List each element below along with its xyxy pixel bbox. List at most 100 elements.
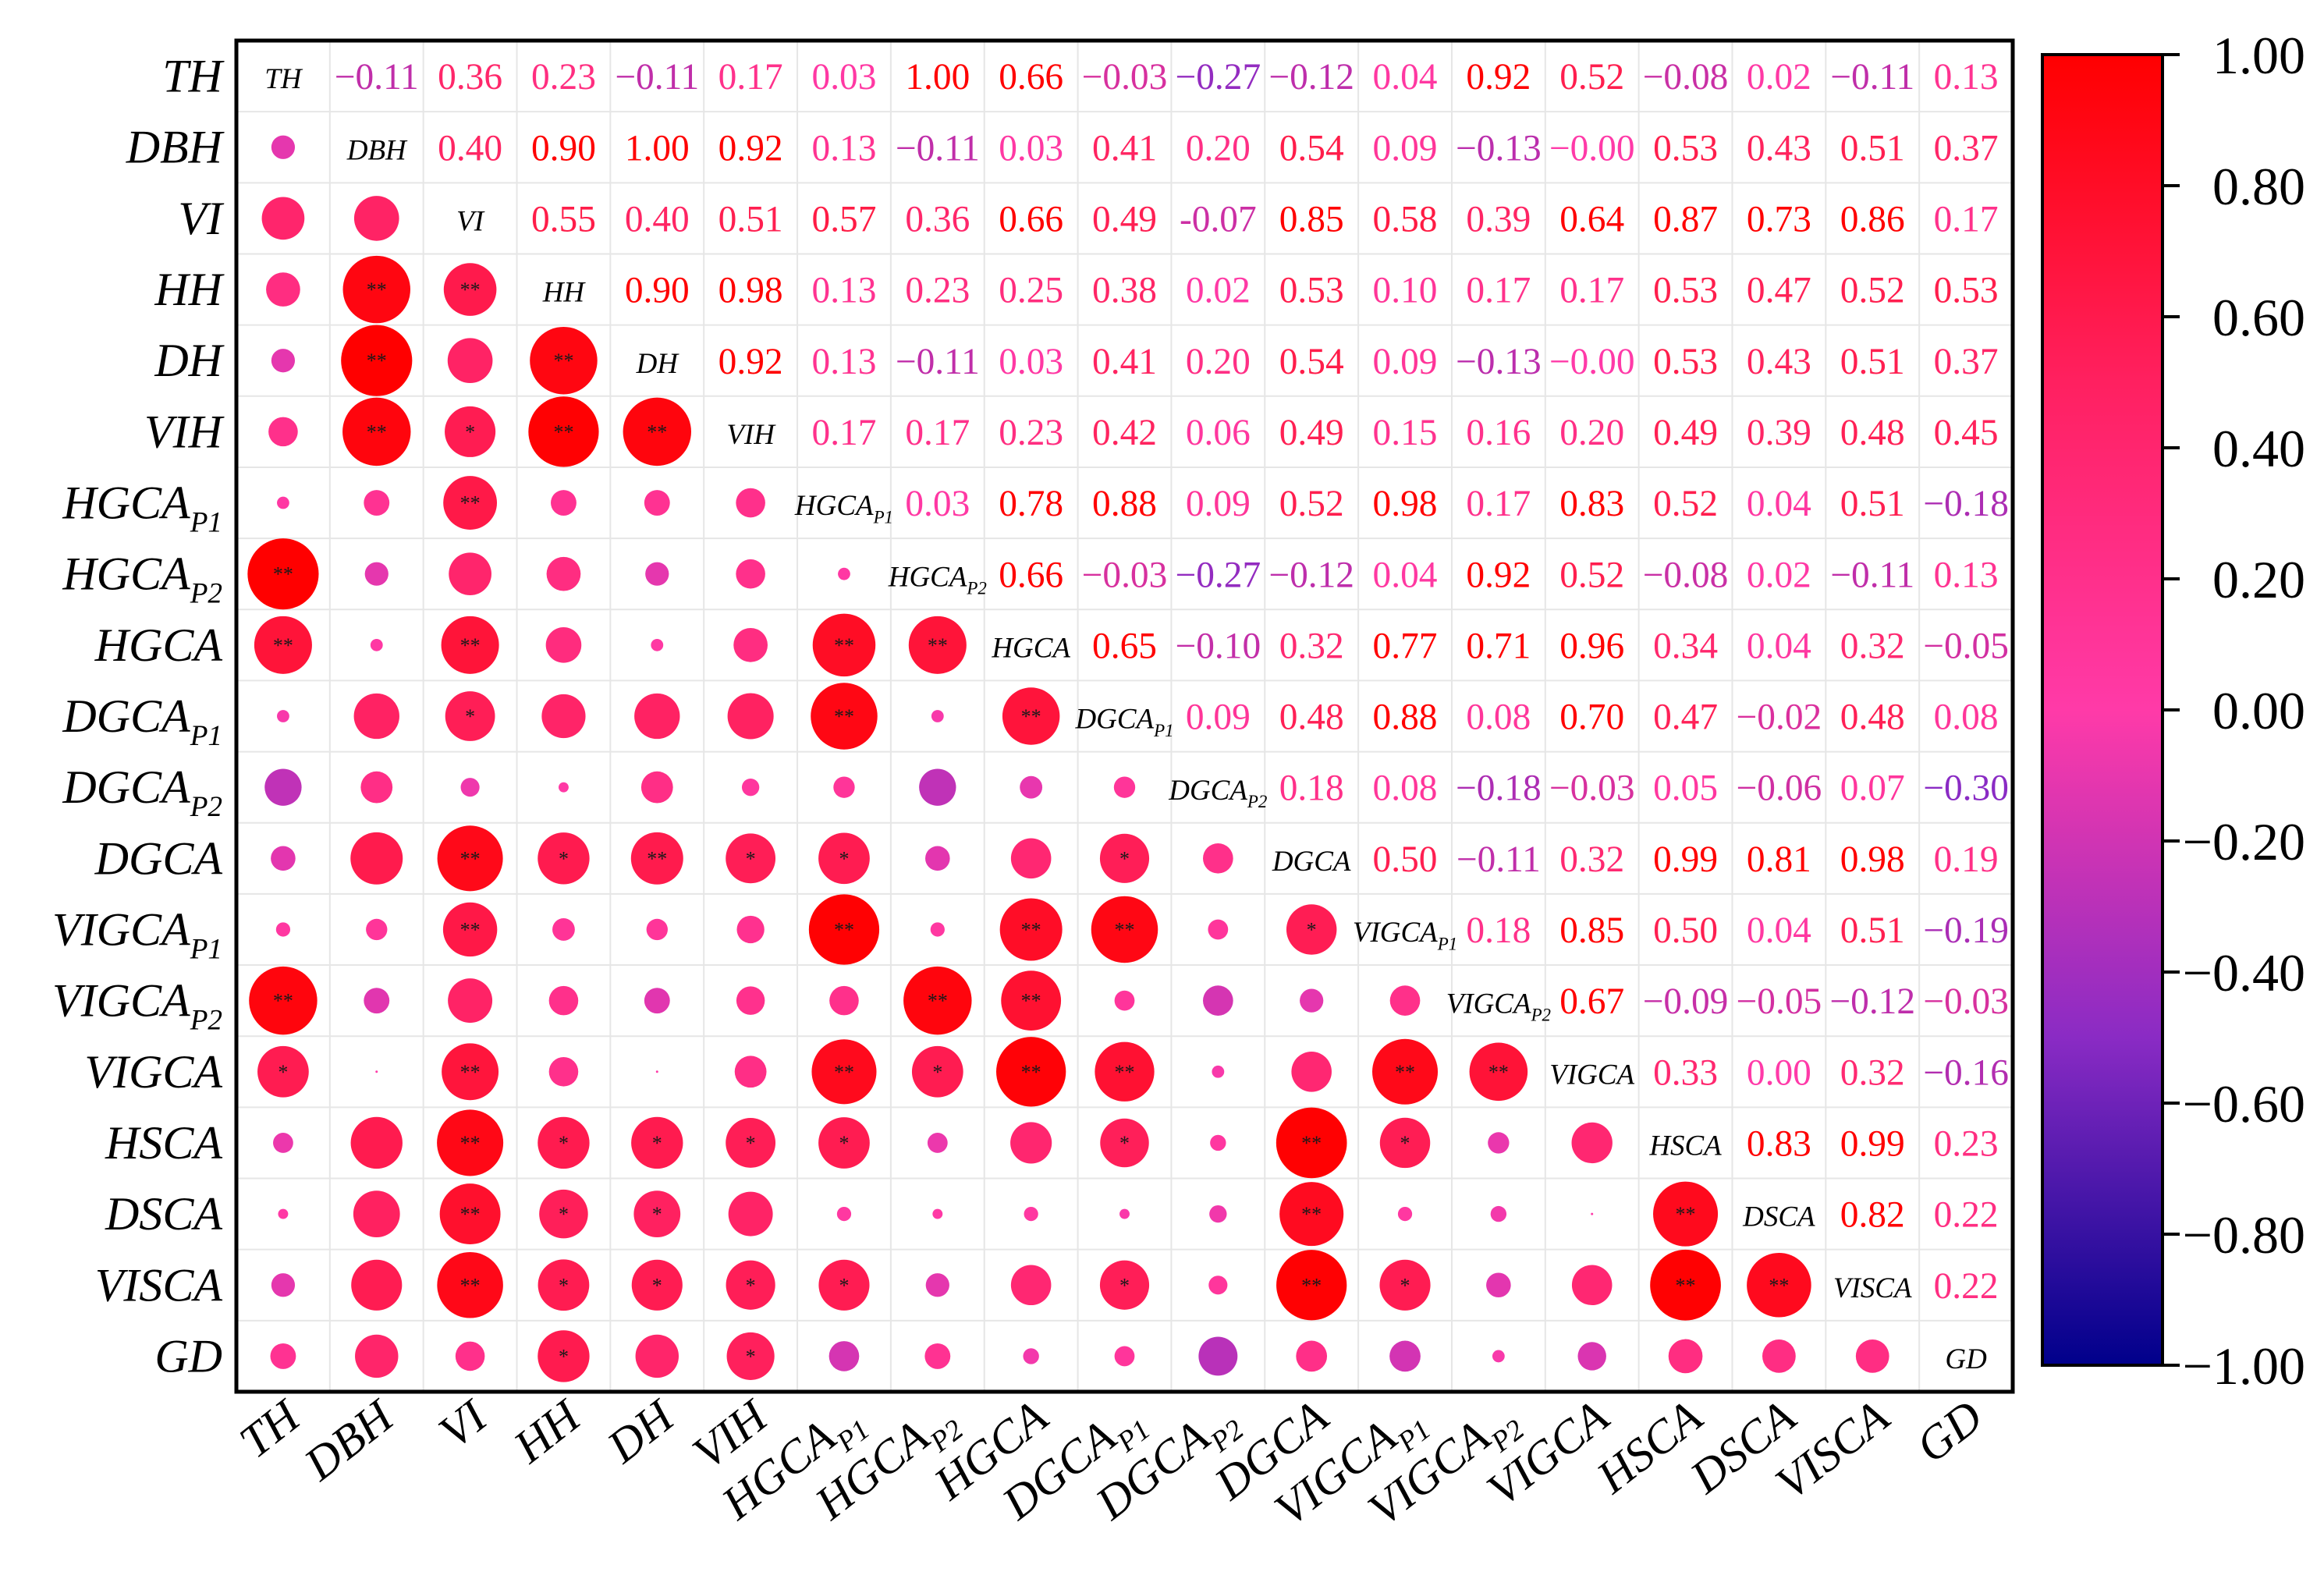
correlation-value: −0.06 <box>1737 768 1822 809</box>
correlation-value: 0.19 <box>1934 839 1999 880</box>
correlation-circle <box>1291 1052 1332 1092</box>
significance-marker: ** <box>1115 918 1135 941</box>
correlation-circle <box>736 915 765 944</box>
significance-marker: * <box>559 847 569 870</box>
correlation-circle <box>448 978 493 1024</box>
correlation-circle <box>1296 1340 1328 1372</box>
y-axis-label: HGCAP2 <box>62 548 222 610</box>
correlation-circle <box>1113 776 1136 798</box>
diagonal-label: GD <box>1945 1343 1987 1375</box>
correlation-value: 0.77 <box>1373 626 1438 666</box>
significance-marker: ** <box>1021 705 1041 728</box>
correlation-value: 0.09 <box>1373 128 1438 169</box>
correlation-circle <box>838 567 850 580</box>
correlation-value: 0.10 <box>1373 271 1438 311</box>
significance-marker: ** <box>553 420 573 443</box>
correlation-value: 0.51 <box>1840 342 1905 382</box>
significance-marker: * <box>839 847 849 870</box>
correlation-value: 0.98 <box>1373 484 1438 524</box>
significance-marker: ** <box>460 634 481 657</box>
y-axis-label: HSCA <box>105 1117 222 1169</box>
significance-marker: * <box>1400 1132 1410 1155</box>
correlation-value: 0.17 <box>1466 484 1531 524</box>
correlation-value: 0.03 <box>905 484 970 524</box>
correlation-value: 0.49 <box>1279 413 1344 453</box>
y-axis-label: HH <box>154 264 225 315</box>
correlation-value: 0.64 <box>1559 199 1624 239</box>
correlation-circle <box>1492 1350 1505 1363</box>
diagonal-label: HGCAP2 <box>888 560 987 598</box>
significance-marker: ** <box>928 990 948 1013</box>
significance-marker: ** <box>1395 1061 1415 1084</box>
colorbar-tick-label: 1.00 <box>2212 26 2305 85</box>
correlation-circle <box>1276 1250 1347 1321</box>
diagonal-label: DGCA <box>1272 845 1351 877</box>
correlation-value: 0.82 <box>1840 1195 1905 1236</box>
correlation-value: −0.03 <box>1549 768 1635 809</box>
correlation-circle <box>441 616 499 674</box>
correlation-value: 0.16 <box>1466 413 1531 453</box>
correlation-circle <box>726 1260 775 1310</box>
correlation-circle <box>1114 990 1135 1011</box>
correlation-circle <box>811 683 878 750</box>
correlation-value: 0.04 <box>1747 484 1811 524</box>
correlation-circle <box>271 1273 296 1297</box>
correlation-value: 0.99 <box>1653 839 1718 880</box>
correlation-value: 0.02 <box>1747 555 1811 595</box>
correlation-circle <box>341 325 413 396</box>
correlation-value: 0.48 <box>1840 697 1905 738</box>
correlation-circle <box>1300 988 1324 1013</box>
correlation-circle <box>271 846 296 871</box>
y-axis-label: DGCAP1 <box>62 690 222 752</box>
correlation-value: 0.20 <box>1186 128 1251 169</box>
diagonal-label: VIGCAP2 <box>1446 987 1551 1024</box>
grid-lines <box>236 41 2013 1392</box>
correlation-value: 0.71 <box>1466 626 1531 666</box>
correlation-circle <box>812 613 876 677</box>
correlation-circle <box>1001 970 1062 1031</box>
correlation-value: 0.22 <box>1934 1195 1999 1236</box>
correlation-value: −0.03 <box>1923 981 2009 1022</box>
correlation-circle <box>1020 775 1043 799</box>
significance-marker: ** <box>834 705 854 728</box>
correlation-value: 0.50 <box>1373 839 1438 880</box>
correlation-value: 0.47 <box>1653 697 1718 738</box>
correlation-circle <box>353 1190 400 1237</box>
correlation-circle <box>1653 1181 1719 1247</box>
diagonal-label: HSCA <box>1648 1130 1722 1162</box>
correlation-value: 0.41 <box>1092 128 1157 169</box>
correlation-value: 0.03 <box>999 342 1063 382</box>
correlation-value: 0.48 <box>1279 697 1344 738</box>
correlation-value: 0.70 <box>1559 697 1624 738</box>
correlation-value: 0.08 <box>1373 768 1438 809</box>
correlation-value: 0.45 <box>1934 413 1999 453</box>
significance-marker: ** <box>273 990 293 1013</box>
diagonal-label: VIH <box>726 418 776 450</box>
correlation-circle <box>645 562 669 586</box>
correlation-circle <box>635 1334 679 1378</box>
colorbar-tick-label: −1.00 <box>2183 1336 2305 1396</box>
correlation-circle <box>277 496 289 509</box>
significance-marker: ** <box>460 492 481 515</box>
correlation-circle <box>1490 1205 1507 1222</box>
correlation-circle <box>539 1189 588 1239</box>
y-axis-label: GD <box>154 1330 222 1382</box>
correlation-circle <box>1099 1260 1150 1310</box>
significance-marker: * <box>932 1061 942 1084</box>
significance-marker: ** <box>460 847 481 870</box>
correlation-value: −0.30 <box>1923 768 2009 809</box>
correlation-value: −0.10 <box>1176 626 1261 666</box>
correlation-value: −0.05 <box>1737 981 1822 1022</box>
significance-marker: ** <box>1301 1203 1322 1226</box>
correlation-value: −0.13 <box>1456 128 1542 169</box>
correlation-circle <box>1279 1182 1344 1247</box>
x-axis-label-group: VI <box>429 1389 498 1458</box>
correlation-circle <box>1577 1342 1606 1371</box>
correlation-value: 0.53 <box>1934 271 1999 311</box>
correlation-value: 0.73 <box>1747 199 1811 239</box>
correlation-value: 0.13 <box>1934 555 1999 595</box>
correlation-value: 0.08 <box>1934 697 1999 738</box>
correlation-value: 0.85 <box>1559 910 1624 951</box>
y-axis-label: VISCA <box>95 1259 223 1311</box>
